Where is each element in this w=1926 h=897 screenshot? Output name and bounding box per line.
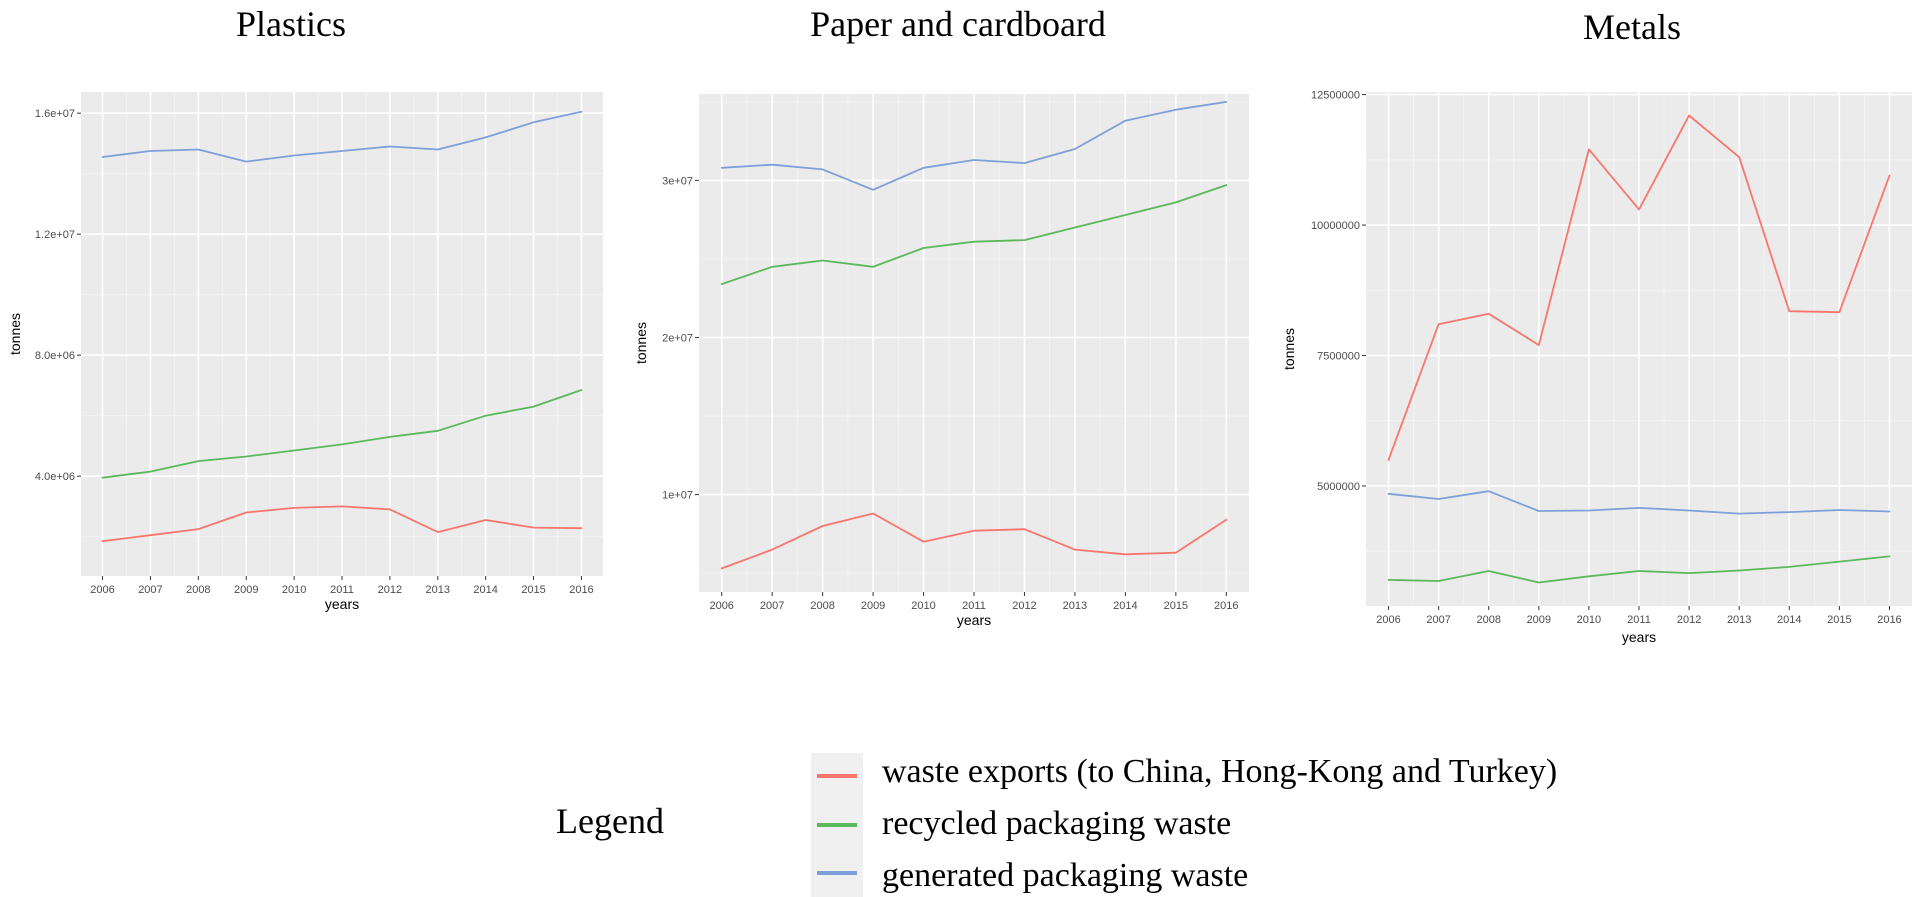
x-tick-label: 2010	[282, 584, 306, 596]
x-tick-label: 2015	[1164, 600, 1188, 612]
x-tick-label: 2008	[810, 600, 834, 612]
chart-metals: Metals 5000000 7500000 10000000 12500000 2006…	[1281, 7, 1912, 645]
x-tick-label: 2015	[521, 584, 545, 596]
x-tick-label: 2008	[186, 584, 210, 596]
x-tick-label: 2009	[234, 584, 258, 596]
x-tick-label: 2007	[760, 600, 784, 612]
x-tick-label: 2011	[962, 600, 986, 612]
y-tick-label: 1e+07	[662, 490, 693, 502]
x-tick-label: 2011	[1627, 614, 1651, 626]
x-axis-label: years	[325, 596, 359, 612]
y-tick-label: 5000000	[1317, 481, 1360, 493]
chart-title: Plastics	[236, 4, 346, 44]
x-tick-label: 2011	[330, 584, 354, 596]
x-tick-label: 2013	[1727, 614, 1751, 626]
chart-panels: Plastics 4.0e+06 8.0e+06 1.2e+07 1.6e+07 2006…	[7, 4, 1912, 645]
y-tick-label: 1.6e+07	[35, 108, 75, 120]
series-line-recycled	[1387, 555, 1891, 584]
x-tick-label: 2014	[473, 584, 497, 596]
y-tick-label: 8.0e+06	[35, 350, 75, 362]
chart-title: Paper and cardboard	[810, 4, 1106, 44]
x-tick-label: 2007	[138, 584, 162, 596]
chart-paper: Paper and cardboard 1e+07 2e+07 3e+07 2006 20…	[633, 4, 1249, 628]
series-line-recycled	[101, 389, 583, 479]
series-line-waste-exports	[1387, 114, 1891, 461]
series-line-generated	[720, 101, 1228, 191]
y-tick-label: 7500000	[1317, 351, 1360, 363]
series-line-recycled	[720, 184, 1228, 286]
legend-label-waste-exports: waste exports (to China, Hong-Kong and T…	[882, 753, 1557, 790]
x-tick-label: 2014	[1113, 600, 1137, 612]
x-tick-label: 2007	[1426, 614, 1450, 626]
series-line-generated	[101, 110, 583, 163]
x-tick-label: 2013	[426, 584, 450, 596]
y-tick-label: 1.2e+07	[35, 229, 75, 241]
x-tick-label: 2008	[1476, 614, 1500, 626]
x-tick-label: 2016	[1877, 614, 1901, 626]
x-tick-label: 2013	[1063, 600, 1087, 612]
chart-title: Metals	[1583, 7, 1681, 47]
x-tick-label: 2014	[1777, 614, 1801, 626]
x-tick-label: 2015	[1827, 614, 1851, 626]
x-axis-label: years	[1622, 629, 1656, 645]
x-tick-label: 2012	[1012, 600, 1036, 612]
x-tick-label: 2016	[1214, 600, 1238, 612]
y-axis-label: tonnes	[7, 313, 23, 355]
y-tick-label: 12500000	[1311, 90, 1360, 102]
x-axis-label: years	[957, 612, 991, 628]
series-line-waste-exports	[101, 505, 583, 543]
x-tick-label: 2009	[861, 600, 885, 612]
y-tick-label: 3e+07	[662, 175, 693, 187]
x-tick-label: 2010	[911, 600, 935, 612]
x-tick-label: 2009	[1527, 614, 1551, 626]
x-tick-label: 2016	[569, 584, 593, 596]
y-tick-label: 10000000	[1311, 220, 1360, 232]
x-tick-label: 2006	[709, 600, 733, 612]
legend-label-recycled: recycled packaging waste	[882, 805, 1231, 842]
x-tick-label: 2006	[90, 584, 114, 596]
y-tick-label: 2e+07	[662, 333, 693, 345]
y-axis-label: tonnes	[1281, 328, 1297, 370]
x-tick-label: 2010	[1577, 614, 1601, 626]
legend: Legend waste exports (to China, Hong-Kon…	[556, 753, 1557, 897]
x-tick-label: 2012	[1677, 614, 1701, 626]
series-line-waste-exports	[720, 512, 1228, 570]
chart-plastics: Plastics 4.0e+06 8.0e+06 1.2e+07 1.6e+07 2006…	[7, 4, 603, 612]
y-axis-label: tonnes	[633, 322, 649, 364]
x-tick-label: 2012	[378, 584, 402, 596]
x-tick-label: 2006	[1376, 614, 1400, 626]
series-line-generated	[1387, 490, 1891, 515]
y-tick-label: 4.0e+06	[35, 471, 75, 483]
legend-label-generated: generated packaging waste	[882, 857, 1248, 894]
legend-title: Legend	[556, 801, 664, 841]
